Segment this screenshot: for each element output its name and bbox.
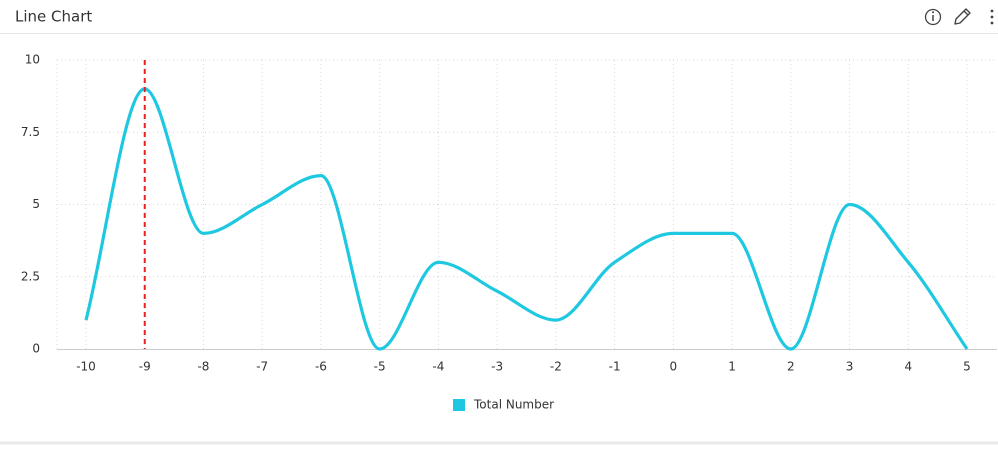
x-tick-label: -2: [550, 360, 562, 374]
edit-icon[interactable]: [954, 8, 971, 25]
chart-title: Line Chart: [15, 8, 92, 26]
y-tick-label: 7.5: [21, 125, 40, 139]
series-line: [84, 87, 969, 351]
x-tick-label: 4: [904, 360, 912, 374]
x-tick-label: -6: [315, 360, 327, 374]
x-tick-label: -9: [139, 360, 151, 374]
x-tick-label: -10: [76, 360, 96, 374]
x-tick-label: -7: [256, 360, 268, 374]
x-tick-label: -3: [491, 360, 503, 374]
menu-icon[interactable]: [990, 9, 994, 25]
y-tick-label: 0: [32, 342, 40, 356]
x-tick-label: 0: [670, 360, 678, 374]
x-tick-label: 1: [728, 360, 736, 374]
x-tick-label: 3: [846, 360, 854, 374]
info-icon[interactable]: [924, 8, 942, 26]
legend-label: Total Number: [473, 398, 554, 412]
y-tick-label: 10: [25, 53, 40, 67]
header: [0, 0, 998, 33]
x-tick-label: -8: [197, 360, 209, 374]
legend-swatch: [453, 399, 465, 411]
x-tick-label: -5: [374, 360, 386, 374]
y-tick-label: 5: [32, 197, 40, 211]
x-tick-label: 5: [963, 360, 971, 374]
x-tick-label: -1: [609, 360, 621, 374]
x-tick-label: -4: [432, 360, 444, 374]
y-tick-label: 2.5: [21, 269, 40, 283]
x-tick-label: 2: [787, 360, 795, 374]
